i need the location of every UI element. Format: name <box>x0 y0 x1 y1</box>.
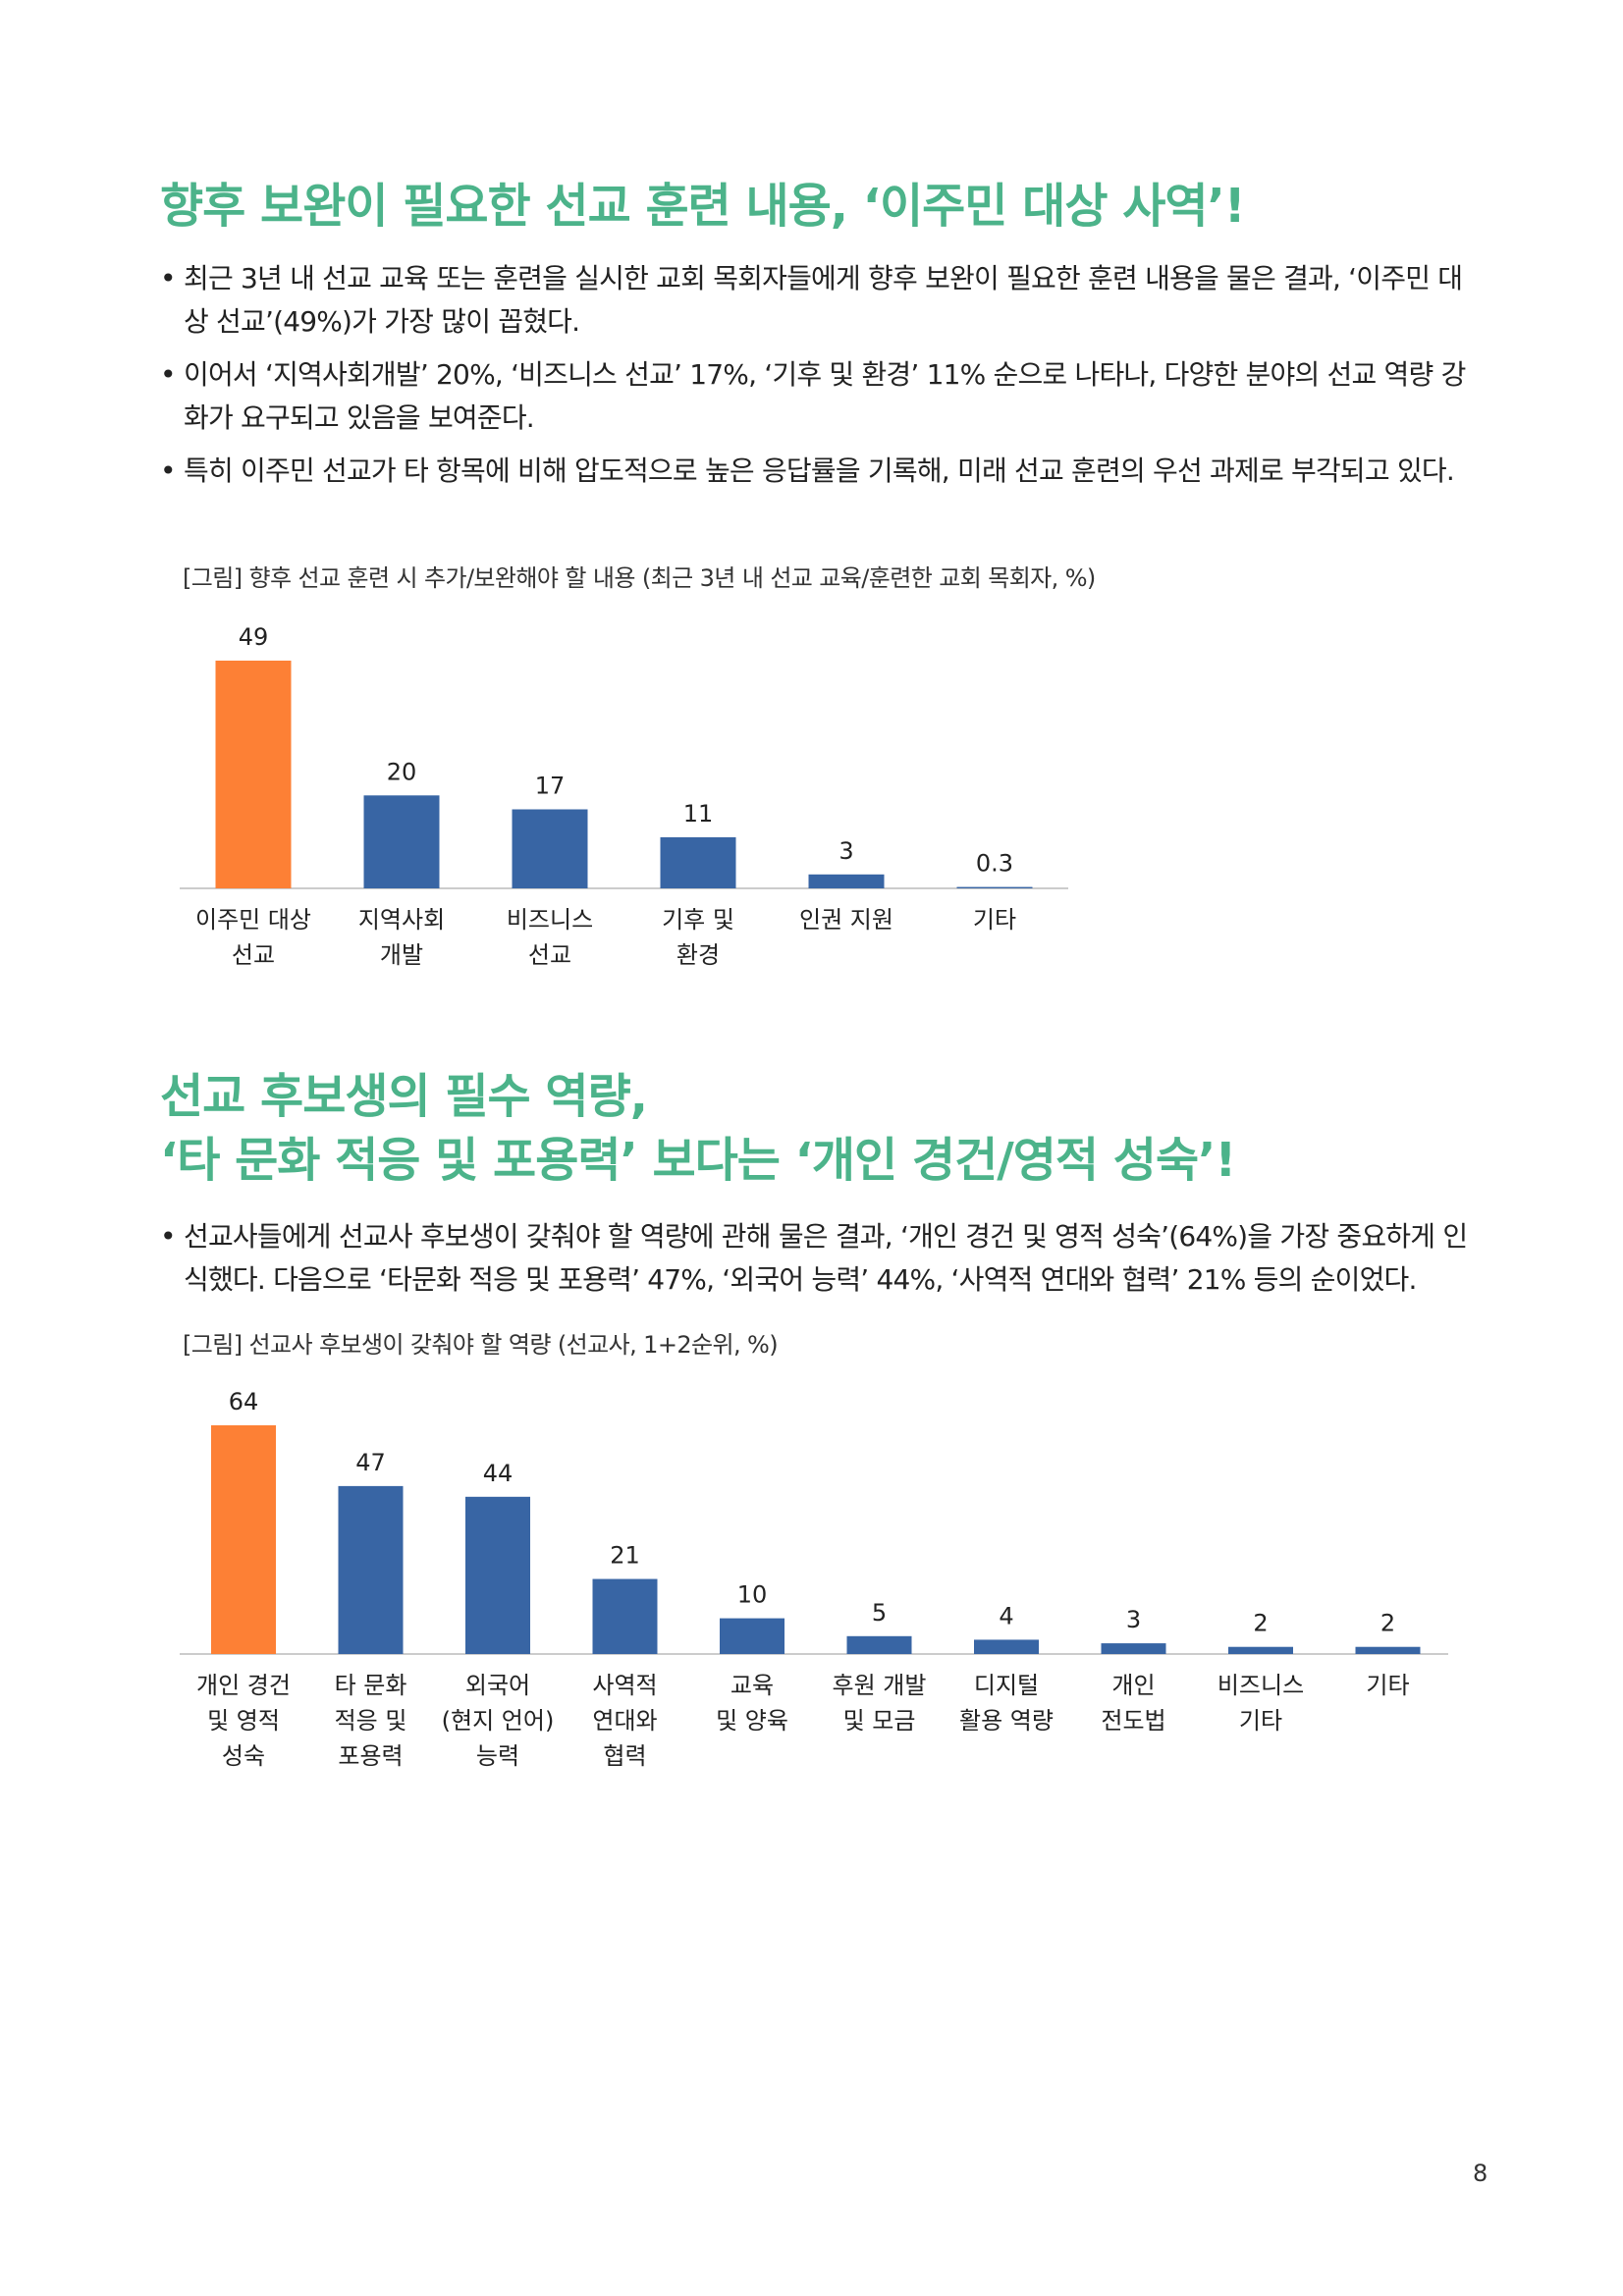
category-label: 선교 <box>232 941 275 969</box>
category-label: 포용력 <box>338 1742 403 1770</box>
figure1-caption: [그림] 향후 선교 훈련 시 추가/보완해야 할 내용 (최근 3년 내 선교… <box>183 564 1096 592</box>
category-label: 및 모금 <box>843 1707 916 1735</box>
category-label: 능력 <box>476 1742 519 1770</box>
bar <box>338 1485 404 1654</box>
bar <box>211 1425 276 1654</box>
section2-bullet-list: 선교사들에게 선교사 후보생이 갖춰야 할 역량에 관해 물은 결과, ‘개인 … <box>160 1215 1486 1311</box>
section2-heading-line2: ‘타 문화 적응 및 포용력’ 보다는 ‘개인 경건/영적 성숙’! <box>160 1133 1236 1188</box>
category-label: 타 문화 <box>335 1672 407 1699</box>
bar <box>1355 1646 1421 1654</box>
data-label: 2 <box>1380 1610 1395 1637</box>
category-label: 디지털 <box>974 1672 1039 1699</box>
category-label: 및 영적 <box>207 1707 280 1735</box>
data-label: 3 <box>839 837 853 865</box>
data-label: 4 <box>999 1602 1013 1629</box>
section1-heading: 향후 보완이 필요한 선교 훈련 내용, ‘이주민 대상 사역’! <box>160 179 1246 234</box>
data-label: 11 <box>683 800 714 828</box>
data-label: 17 <box>535 773 566 800</box>
section1-bullet: 최근 3년 내 선교 교육 또는 훈련을 실시한 교회 목회자들에게 향후 보완… <box>160 257 1486 344</box>
bar <box>465 1496 530 1654</box>
data-label: 49 <box>239 623 269 651</box>
category-label: 지역사회 <box>358 906 445 934</box>
category-label: 개인 경건 <box>196 1672 291 1699</box>
section1-bullet: 이어서 ‘지역사회개발’ 20%, ‘비즈니스 선교’ 17%, ‘기후 및 환… <box>160 353 1486 440</box>
bar <box>1101 1643 1166 1654</box>
data-label: 64 <box>229 1388 259 1415</box>
data-label: 44 <box>483 1460 514 1487</box>
category-label: 교육 <box>730 1672 774 1699</box>
bar <box>592 1578 658 1654</box>
category-label: 선교 <box>528 941 571 969</box>
bar <box>215 661 292 888</box>
category-label: 후원 개발 <box>833 1672 927 1699</box>
category-label: 사역적 <box>592 1672 657 1699</box>
page-number: 8 <box>1473 2160 1488 2187</box>
bar <box>846 1635 912 1654</box>
category-label: 기후 및 <box>662 906 734 934</box>
section2-bullet: 선교사들에게 선교사 후보생이 갖춰야 할 역량에 관해 물은 결과, ‘개인 … <box>160 1215 1486 1302</box>
data-label: 2 <box>1253 1610 1268 1637</box>
bar <box>660 836 736 888</box>
data-label: 47 <box>355 1449 386 1476</box>
category-label: 기타 <box>973 906 1016 934</box>
category-label: 외국어 <box>465 1672 530 1699</box>
category-label: 전도법 <box>1101 1707 1165 1735</box>
category-label: 인권 지원 <box>799 906 893 934</box>
data-label: 10 <box>737 1581 768 1609</box>
bar <box>720 1618 784 1654</box>
category-label: 연대와 <box>592 1707 657 1735</box>
category-label: 개인 <box>1111 1672 1155 1699</box>
category-label: 및 양육 <box>716 1707 788 1735</box>
category-label: 기타 <box>1239 1707 1282 1735</box>
category-label: 비즈니스 <box>1217 1672 1304 1699</box>
data-label: 5 <box>872 1599 887 1627</box>
category-label: 활용 역량 <box>959 1707 1054 1735</box>
category-label: 개발 <box>380 941 423 969</box>
data-label: 20 <box>387 758 417 785</box>
category-label: 적응 및 <box>335 1707 407 1735</box>
category-label: 이주민 대상 <box>195 906 311 934</box>
bar <box>363 795 440 888</box>
bar <box>956 886 1033 888</box>
figure2-caption: [그림] 선교사 후보생이 갖춰야 할 역량 (선교사, 1+2순위, %) <box>183 1331 779 1359</box>
category-label: 환경 <box>676 941 720 969</box>
data-label: 3 <box>1126 1606 1141 1633</box>
bar <box>808 874 885 888</box>
category-label: 성숙 <box>222 1742 265 1770</box>
section1-bullet: 특히 이주민 선교가 타 항목에 비해 압도적으로 높은 응답률을 기록해, 미… <box>160 450 1486 493</box>
category-label: 비즈니스 <box>507 906 593 934</box>
section1-bullet-list: 최근 3년 내 선교 교육 또는 훈련을 실시한 교회 목회자들에게 향후 보완… <box>160 257 1486 503</box>
section2-heading-line1: 선교 후보생의 필수 역량, <box>160 1069 648 1124</box>
data-label: 0.3 <box>976 850 1013 878</box>
category-label: (현지 언어) <box>442 1707 555 1735</box>
bar <box>512 809 588 888</box>
category-label: 기타 <box>1366 1672 1409 1699</box>
bar <box>974 1639 1039 1654</box>
category-label: 협력 <box>603 1742 646 1770</box>
bar <box>1228 1646 1293 1654</box>
data-label: 21 <box>610 1542 640 1570</box>
